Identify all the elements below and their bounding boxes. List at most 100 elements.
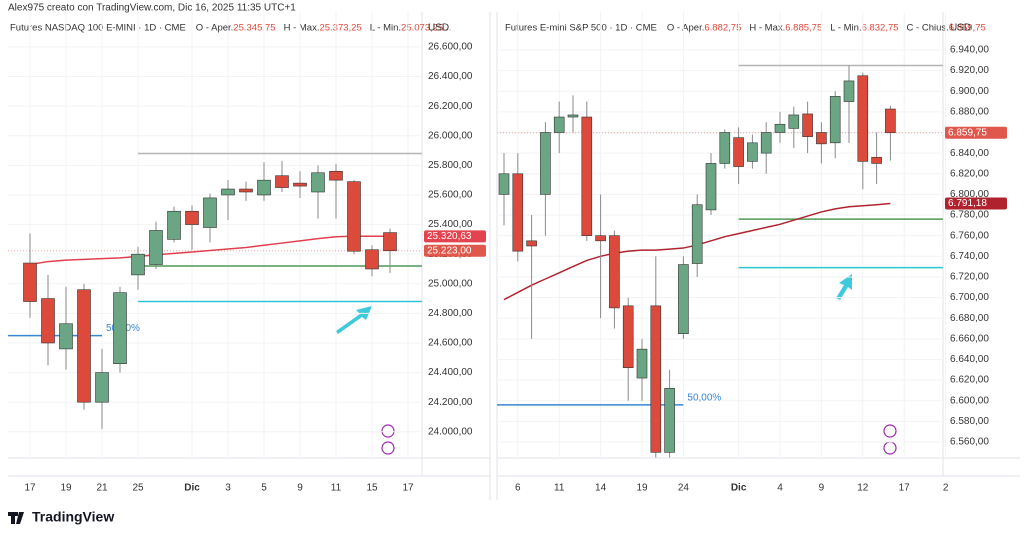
x-tick-label: 11 (331, 483, 342, 494)
ohlc-value: 6.832,75 (862, 23, 899, 34)
price-label-bg (945, 197, 1007, 210)
x-tick-label: 3 (225, 483, 231, 494)
y-tick-label: 6.700,00 (950, 292, 989, 303)
x-tick-label: 15 (366, 483, 378, 494)
candle-body (774, 123, 786, 133)
ohlc-value: 25.073,25... (401, 23, 451, 34)
y-tick-label: 24.200,00 (428, 397, 473, 408)
candle-body (595, 235, 606, 242)
fib-label: 50,00% (687, 393, 721, 404)
price-label: 6.859,75 (948, 127, 987, 138)
ohlc-value: 6.885,75 (785, 23, 822, 34)
candle-body (239, 188, 253, 193)
x-tick-label: 9 (297, 483, 303, 494)
candle-body (650, 305, 662, 453)
y-tick-label: 24.400,00 (428, 367, 473, 378)
x-tick-label: 17 (899, 483, 911, 494)
candle-body (871, 156, 882, 164)
y-tick-label: 6.760,00 (950, 230, 989, 241)
y-tick-label: 24.800,00 (428, 308, 473, 319)
y-tick-label: 25.800,00 (428, 160, 473, 171)
y-tick-label: 6.560,00 (950, 437, 989, 448)
x-tick-label: Dic (184, 483, 200, 494)
x-tick-label: 2 (943, 483, 949, 494)
y-tick-label: 26.000,00 (428, 130, 473, 141)
candle-body (747, 142, 758, 162)
ohlc-value: 6.882,75 (704, 23, 741, 34)
currency: USD (950, 23, 971, 34)
currency: USD (428, 23, 449, 34)
brand: TradingView (8, 509, 114, 525)
candle-body (664, 388, 675, 453)
candle-body (77, 289, 91, 403)
candle-body (829, 96, 841, 144)
y-tick-label: 6.640,00 (950, 354, 989, 365)
candle-body (113, 292, 127, 365)
candle-body (567, 114, 579, 118)
price-label-bg (424, 230, 486, 243)
candle-body (581, 116, 593, 236)
candle-body (609, 235, 620, 309)
y-tick-label: 6.940,00 (950, 45, 989, 56)
y-tick-label: 26.600,00 (428, 42, 473, 53)
candle-body (733, 137, 744, 167)
ohlc-key: L - Min. (370, 23, 401, 34)
candle-body (691, 204, 703, 264)
ohlc-key: H - Max. (284, 23, 320, 34)
candle-body (802, 113, 813, 137)
y-tick-label: 6.600,00 (950, 395, 989, 406)
candle-body (788, 114, 800, 129)
candle-body (540, 132, 551, 195)
price-label: 6.791,18 (948, 198, 987, 209)
candle-body (843, 80, 855, 102)
y-tick-label: 25.600,00 (428, 190, 473, 201)
candle-body (185, 210, 199, 225)
x-tick-label: 6 (515, 483, 521, 494)
candle-body (526, 240, 537, 247)
chart-title: Futures NASDAQ 100 E-MINI · 1D · CME (10, 23, 186, 34)
candle-body (95, 372, 109, 403)
chart-title: Futures E-mini S&P 500 · 1D · CME (505, 23, 657, 34)
y-tick-label: 6.660,00 (950, 333, 989, 344)
y-tick-label: 6.800,00 (950, 189, 989, 200)
x-tick-label: 19 (636, 483, 648, 494)
candle-body (131, 253, 145, 276)
candle-body (257, 179, 271, 196)
ohlc-key: H - Max. (749, 23, 785, 34)
x-tick-label: 19 (60, 483, 72, 494)
price-label-bg (945, 126, 1007, 139)
y-tick-label: 25.000,00 (428, 278, 473, 289)
y-tick-label: 6.680,00 (950, 313, 989, 324)
candle-body (275, 175, 289, 188)
ohlc-value: 25.373,25 (319, 23, 361, 34)
candle-body (512, 173, 524, 252)
candle-body (678, 264, 689, 334)
y-tick-label: 6.920,00 (950, 65, 989, 76)
candle-body (498, 173, 510, 195)
candle-body (293, 182, 307, 187)
candle-body (816, 132, 827, 145)
candle-body (311, 172, 325, 193)
ohlc-key: C - Chius. (907, 23, 949, 34)
y-tick-label: 26.400,00 (428, 71, 473, 82)
y-tick-label: 24.600,00 (428, 338, 473, 349)
price-label: 25.223,00 (427, 245, 472, 256)
x-tick-label: 9 (819, 483, 825, 494)
candle-body (203, 197, 217, 228)
ohlc-key: O - Aper. (667, 23, 705, 34)
x-tick-label: 11 (554, 483, 565, 494)
candle-body (365, 249, 379, 270)
y-tick-label: 24.000,00 (428, 426, 473, 437)
x-tick-label: 14 (595, 483, 607, 494)
arrow-annotation (336, 274, 852, 334)
candle-body (553, 116, 565, 133)
attribution: Alex975 creato con TradingView.com, Dic … (8, 3, 296, 14)
x-tick-label: 17 (24, 483, 36, 494)
moving-average (29, 235, 391, 266)
y-tick-label: 6.740,00 (950, 251, 989, 262)
y-tick-label: 6.880,00 (950, 107, 989, 118)
x-tick-label: Dic (731, 483, 747, 494)
candle-body (719, 132, 731, 164)
